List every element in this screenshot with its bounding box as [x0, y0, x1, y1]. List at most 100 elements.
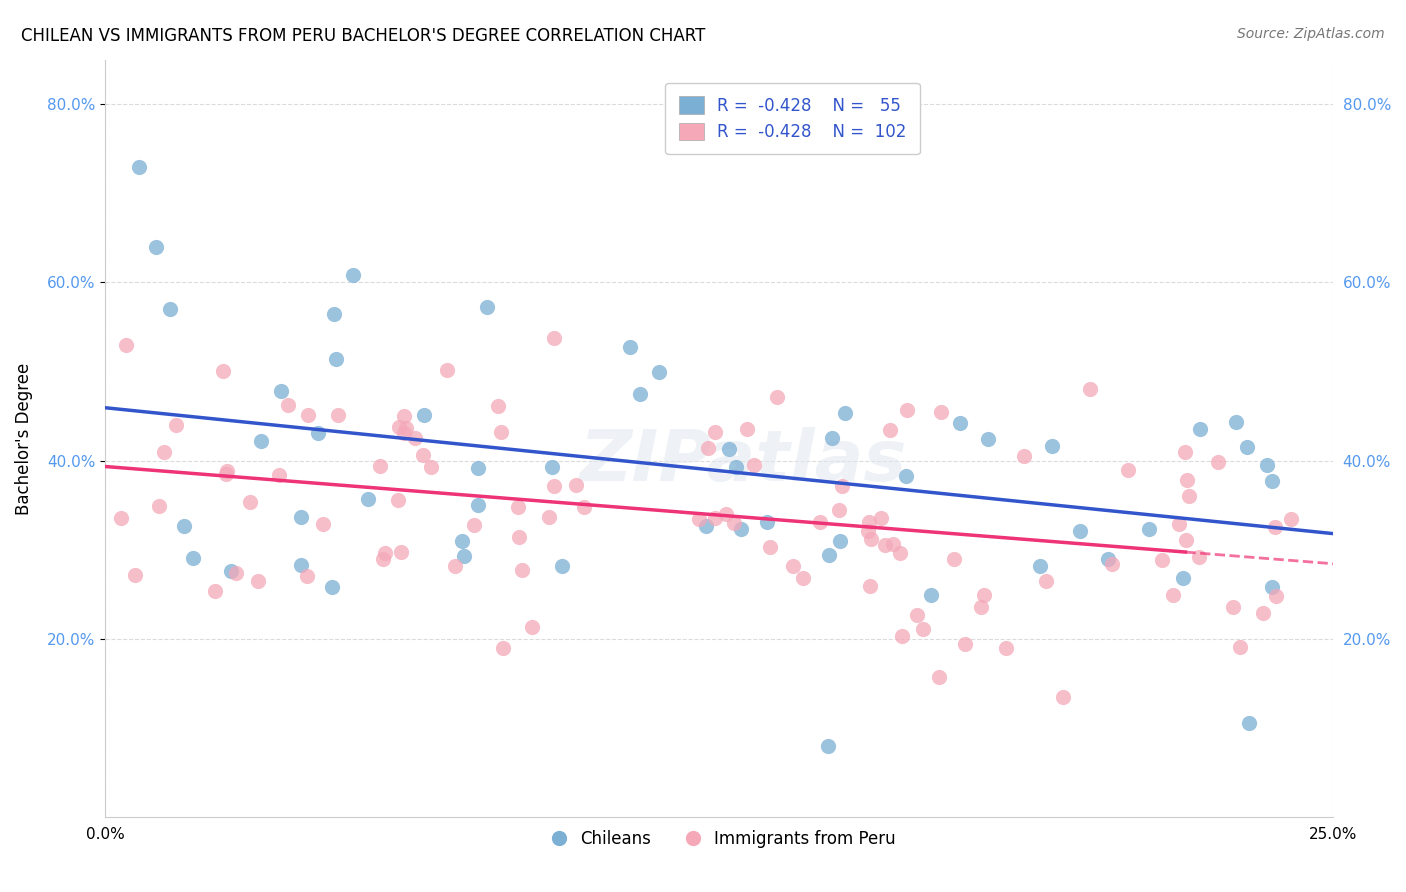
- Point: [1261, 580, 1284, 594]
- Point: [742, 458, 765, 473]
- Point: [322, 307, 344, 321]
- Point: [1253, 606, 1275, 620]
- Point: [628, 387, 651, 401]
- Point: [115, 338, 138, 352]
- Point: [870, 511, 893, 525]
- Point: [148, 499, 170, 513]
- Point: [211, 364, 233, 378]
- Point: [928, 670, 950, 684]
- Point: [404, 431, 426, 445]
- Point: [270, 384, 292, 398]
- Point: [882, 537, 904, 551]
- Point: [697, 441, 720, 455]
- Point: [443, 558, 465, 573]
- Point: [730, 522, 752, 536]
- Text: Source: ZipAtlas.com: Source: ZipAtlas.com: [1237, 27, 1385, 41]
- Legend: Chileans, Immigrants from Peru: Chileans, Immigrants from Peru: [536, 823, 903, 855]
- Point: [492, 640, 515, 655]
- Point: [818, 548, 841, 562]
- Point: [1101, 557, 1123, 571]
- Point: [929, 404, 952, 418]
- Point: [204, 584, 226, 599]
- Point: [949, 417, 972, 431]
- Point: [489, 425, 512, 439]
- Point: [1208, 455, 1230, 469]
- Point: [859, 579, 882, 593]
- Point: [1168, 517, 1191, 532]
- Point: [145, 240, 167, 254]
- Point: [766, 390, 789, 404]
- Point: [467, 460, 489, 475]
- Point: [889, 545, 911, 559]
- Point: [392, 426, 415, 441]
- Point: [724, 459, 747, 474]
- Point: [756, 515, 779, 529]
- Point: [225, 566, 247, 580]
- Point: [1188, 422, 1211, 436]
- Point: [942, 551, 965, 566]
- Point: [467, 498, 489, 512]
- Point: [1178, 490, 1201, 504]
- Point: [920, 588, 942, 602]
- Point: [703, 511, 725, 525]
- Point: [834, 406, 856, 420]
- Point: [648, 366, 671, 380]
- Point: [1265, 589, 1288, 603]
- Point: [389, 544, 412, 558]
- Point: [451, 533, 474, 548]
- Point: [970, 600, 993, 615]
- Point: [543, 479, 565, 493]
- Point: [1236, 440, 1258, 454]
- Point: [703, 425, 725, 439]
- Point: [1175, 474, 1198, 488]
- Point: [387, 420, 409, 434]
- Text: CHILEAN VS IMMIGRANTS FROM PERU BACHELOR'S DEGREE CORRELATION CHART: CHILEAN VS IMMIGRANTS FROM PERU BACHELOR…: [21, 27, 706, 45]
- Point: [1229, 640, 1251, 655]
- Point: [128, 160, 150, 174]
- Point: [1174, 533, 1197, 547]
- Point: [1069, 524, 1091, 538]
- Point: [827, 502, 849, 516]
- Point: [342, 268, 364, 282]
- Point: [1174, 444, 1197, 458]
- Point: [572, 500, 595, 514]
- Point: [1239, 715, 1261, 730]
- Point: [412, 408, 434, 422]
- Point: [267, 467, 290, 482]
- Point: [1188, 549, 1211, 564]
- Point: [387, 493, 409, 508]
- Point: [543, 331, 565, 345]
- Point: [537, 509, 560, 524]
- Point: [520, 620, 543, 634]
- Point: [420, 459, 443, 474]
- Point: [152, 445, 174, 459]
- Point: [1261, 474, 1284, 488]
- Point: [1097, 551, 1119, 566]
- Point: [312, 516, 335, 531]
- Point: [506, 500, 529, 515]
- Point: [1222, 599, 1244, 614]
- Point: [1171, 571, 1194, 585]
- Point: [221, 564, 243, 578]
- Point: [392, 409, 415, 423]
- Point: [290, 558, 312, 573]
- Point: [181, 550, 204, 565]
- Point: [811, 136, 834, 151]
- Point: [1029, 559, 1052, 574]
- Point: [723, 516, 745, 531]
- Point: [565, 477, 588, 491]
- Point: [295, 569, 318, 583]
- Point: [717, 442, 740, 456]
- Point: [326, 408, 349, 422]
- Point: [1264, 520, 1286, 534]
- Point: [817, 739, 839, 753]
- Point: [110, 510, 132, 524]
- Point: [453, 549, 475, 563]
- Point: [510, 563, 533, 577]
- Point: [1012, 449, 1035, 463]
- Point: [1150, 553, 1173, 567]
- Point: [508, 530, 530, 544]
- Point: [953, 637, 976, 651]
- Point: [821, 431, 844, 445]
- Point: [896, 403, 918, 417]
